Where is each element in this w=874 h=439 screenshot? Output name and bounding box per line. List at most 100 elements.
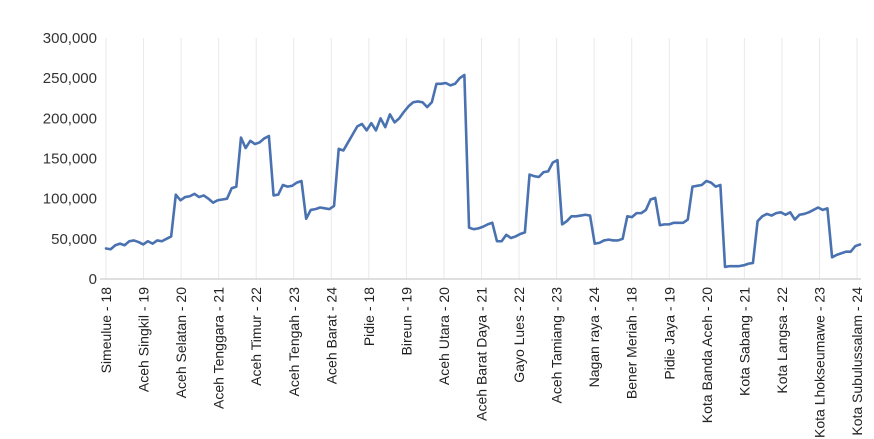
data-point	[179, 199, 181, 201]
data-point	[547, 170, 549, 172]
data-point	[859, 243, 861, 245]
data-point	[715, 185, 717, 187]
x-tick-label: Simeulue - 18	[98, 287, 114, 374]
data-point	[170, 235, 172, 237]
data-point	[836, 254, 838, 256]
data-point	[407, 105, 409, 107]
x-tick-label: Aceh Singkil - 19	[136, 287, 152, 392]
data-point	[291, 185, 293, 187]
data-point	[561, 223, 563, 225]
data-point	[849, 250, 851, 252]
data-point	[217, 199, 219, 201]
data-point	[696, 185, 698, 187]
data-point	[463, 74, 465, 76]
data-point	[519, 233, 521, 235]
data-point	[570, 215, 572, 217]
data-point	[263, 137, 265, 139]
data-point	[175, 193, 177, 195]
data-point	[659, 224, 661, 226]
data-point	[156, 239, 158, 241]
data-point	[766, 213, 768, 215]
data-point	[384, 126, 386, 128]
data-point	[431, 101, 433, 103]
data-point	[826, 207, 828, 209]
x-tick-label: Aceh Barat Daya - 21	[474, 287, 490, 421]
data-point	[365, 129, 367, 131]
data-point	[817, 206, 819, 208]
data-point	[812, 209, 814, 211]
data-point	[426, 106, 428, 108]
data-point	[454, 83, 456, 85]
data-point	[147, 240, 149, 242]
data-point	[230, 187, 232, 189]
data-point	[268, 135, 270, 137]
data-point	[277, 193, 279, 195]
data-point	[784, 214, 786, 216]
data-point	[286, 185, 288, 187]
data-point	[552, 161, 554, 163]
x-tick-label: Pidie - 18	[361, 287, 377, 346]
data-point	[794, 218, 796, 220]
x-tick-label: Bireun - 19	[398, 287, 414, 356]
x-tick-label: Gayo Lues - 22	[511, 287, 527, 383]
data-point	[533, 175, 535, 177]
data-point	[445, 82, 447, 84]
data-point	[728, 265, 730, 267]
data-point	[733, 265, 735, 267]
x-tick-label: Kota Banda Aceh - 20	[699, 287, 715, 423]
data-point	[338, 148, 340, 150]
data-point	[486, 223, 488, 225]
data-point	[505, 234, 507, 236]
data-point	[687, 218, 689, 220]
x-tick-label: Kota Lhokseumawe - 23	[811, 287, 827, 438]
y-axis-tick-labels: 0 50,000 100,000 150,000 200,000 250,000 300,0…	[43, 30, 97, 288]
data-point	[724, 266, 726, 268]
data-point	[514, 235, 516, 237]
data-point	[575, 215, 577, 217]
x-tick-label: Aceh Utara - 20	[436, 287, 452, 385]
data-point	[770, 214, 772, 216]
data-point	[803, 213, 805, 215]
data-point	[184, 196, 186, 198]
x-tick-label: Kota Sabang - 21	[736, 287, 752, 396]
data-point	[691, 185, 693, 187]
data-point	[119, 242, 121, 244]
data-point	[417, 100, 419, 102]
data-point	[747, 263, 749, 265]
data-point	[314, 208, 316, 210]
data-point	[649, 198, 651, 200]
data-point	[421, 101, 423, 103]
x-tick-label: Kota Subulussalam - 24	[849, 287, 865, 436]
data-point	[347, 141, 349, 143]
data-point	[542, 171, 544, 173]
data-point	[705, 180, 707, 182]
data-point	[840, 252, 842, 254]
data-point	[682, 222, 684, 224]
data-point	[324, 207, 326, 209]
series-line	[104, 73, 862, 269]
data-point	[254, 143, 256, 145]
data-point	[701, 184, 703, 186]
data-point	[105, 247, 107, 249]
data-point	[528, 173, 530, 175]
data-point	[742, 264, 744, 266]
data-point	[114, 244, 116, 246]
data-point	[822, 209, 824, 211]
data-point	[351, 133, 353, 135]
data-point	[203, 194, 205, 196]
data-point	[607, 238, 609, 240]
data-point	[845, 250, 847, 252]
data-point	[226, 197, 228, 199]
data-point	[752, 262, 754, 264]
data-point	[524, 231, 526, 233]
data-point	[212, 201, 214, 203]
data-point	[328, 208, 330, 210]
y-tick-label: 100,000	[43, 191, 97, 208]
data-point	[677, 222, 679, 224]
data-point	[780, 211, 782, 213]
data-point	[165, 238, 167, 240]
data-point	[496, 240, 498, 242]
data-point	[310, 209, 312, 211]
data-point	[538, 176, 540, 178]
